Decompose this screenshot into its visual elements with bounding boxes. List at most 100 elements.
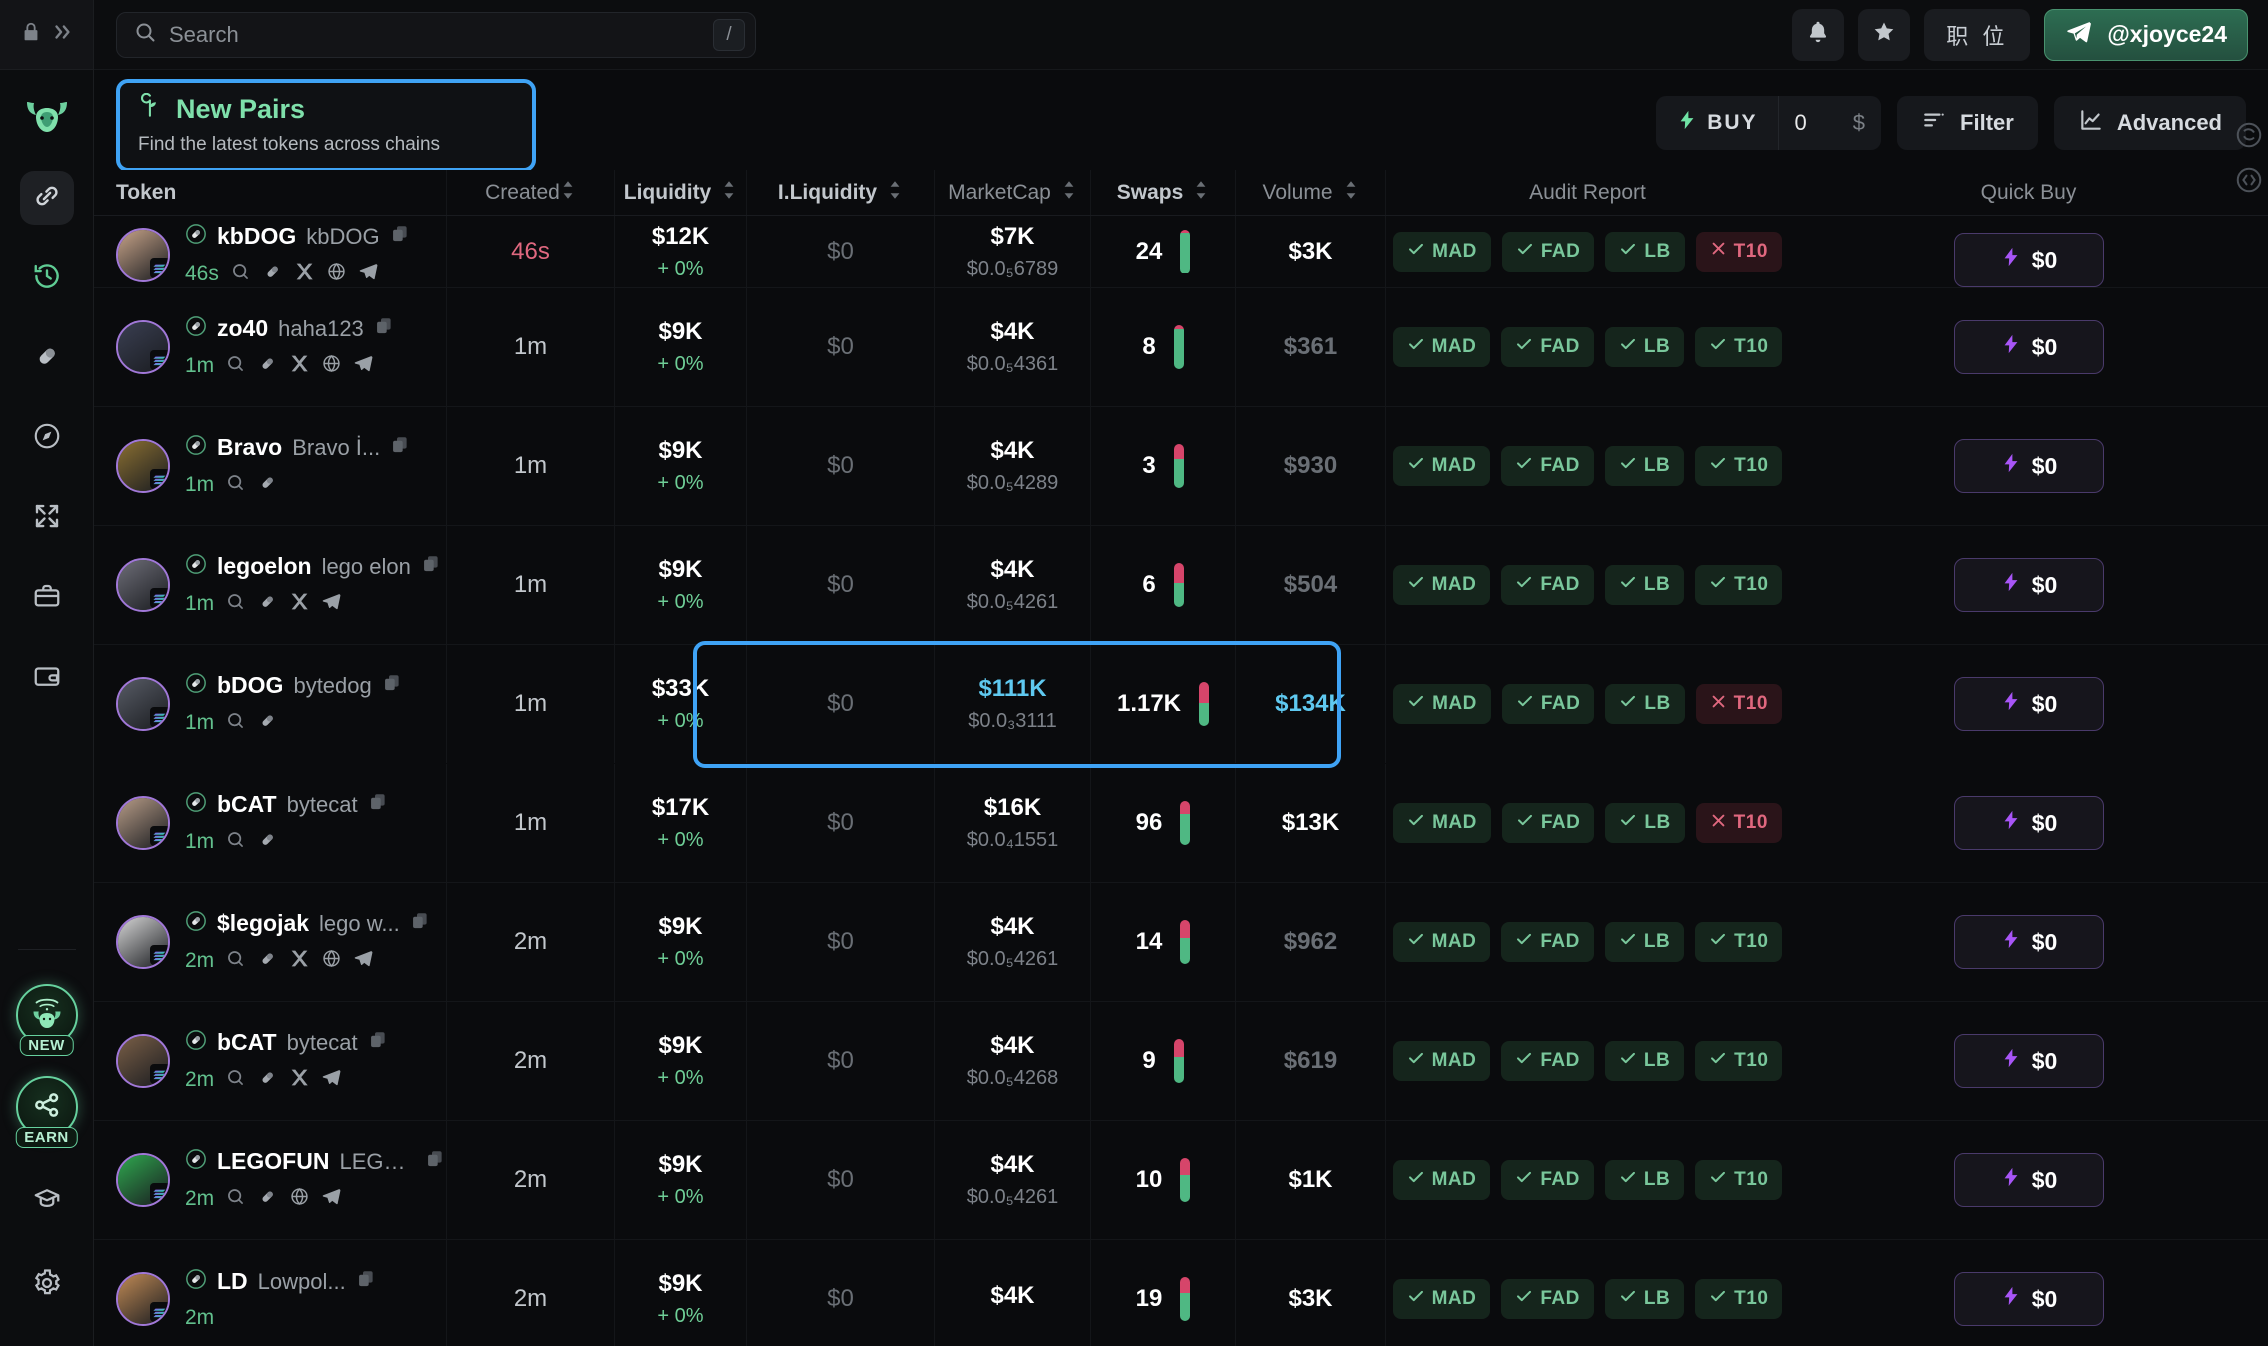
sidebar-item-chain[interactable] [19, 171, 74, 225]
page-title-highlight[interactable]: New Pairs Find the latest tokens across … [116, 78, 536, 172]
search-icon[interactable] [225, 591, 246, 617]
sort-icon[interactable] [1061, 179, 1077, 207]
sidebar-item-new[interactable]: NEW [15, 984, 78, 1056]
telegram-icon[interactable] [321, 1186, 342, 1212]
search-icon[interactable] [225, 1067, 246, 1093]
sort-icon[interactable] [1343, 179, 1359, 207]
audit-badge-lb[interactable]: LB [1604, 1041, 1685, 1081]
pill-icon[interactable] [257, 1067, 278, 1093]
quick-buy-button[interactable]: $0 [1953, 1153, 2104, 1207]
sort-icon[interactable] [1193, 179, 1209, 207]
copy-icon[interactable] [368, 792, 389, 818]
sidebar-item-history[interactable] [20, 251, 74, 305]
search-icon[interactable] [225, 948, 246, 974]
favorites-button[interactable] [1858, 8, 1911, 61]
refresh-circle-icon[interactable] [2234, 120, 2264, 155]
audit-badge-fad[interactable]: FAD [1501, 1160, 1594, 1200]
telegram-icon[interactable] [353, 948, 374, 974]
search-icon[interactable] [230, 261, 251, 287]
audit-badge-lb[interactable]: LB [1605, 231, 1685, 272]
table-row[interactable]: LD Lowpol... 2m 2m $9K + 0% $0 $4K [94, 1240, 2268, 1346]
telegram-icon[interactable] [353, 353, 374, 379]
audit-badge-mad[interactable]: MAD [1393, 803, 1491, 843]
search-icon[interactable] [225, 829, 246, 855]
token-cell[interactable]: Bravo Bravo İ... 1m [94, 434, 446, 498]
token-cell[interactable]: bCAT bytecat 1m [94, 791, 446, 855]
audit-badge-t10[interactable]: T10 [1695, 684, 1782, 724]
audit-badge-mad[interactable]: MAD [1393, 684, 1491, 724]
token-cell[interactable]: $legojak lego w... 2m [94, 910, 446, 974]
pill-icon[interactable] [262, 261, 283, 287]
globe-icon[interactable] [326, 261, 347, 287]
copy-icon[interactable] [356, 1269, 377, 1295]
quick-buy-button[interactable]: $0 [1953, 677, 2104, 731]
quick-buy-button[interactable]: $0 [1953, 320, 2104, 374]
sidebar-item-settings[interactable] [20, 1258, 74, 1312]
position-button[interactable]: 职 位 [1924, 8, 2031, 61]
table-row[interactable]: Bravo Bravo İ... 1m 1m $9K + 0% $0 $4K $… [94, 407, 2268, 526]
sort-icon[interactable] [560, 179, 576, 207]
table-row[interactable]: $legojak lego w... 2m 2m $9K + 0% $0 $4K… [94, 883, 2268, 1002]
audit-badge-t10[interactable]: T10 [1695, 327, 1783, 367]
search-input[interactable]: Search / [116, 11, 756, 58]
table-row[interactable]: bCAT bytecat 2m 2m $9K + 0% $0 $4K $0.0₅… [94, 1002, 2268, 1121]
audit-badge-lb[interactable]: LB [1605, 684, 1685, 724]
telegram-icon[interactable] [321, 1067, 342, 1093]
copy-icon[interactable] [410, 911, 431, 937]
search-icon[interactable] [225, 1186, 246, 1212]
copy-icon[interactable] [390, 224, 411, 250]
audit-badge-lb[interactable]: LB [1604, 922, 1685, 962]
audit-badge-fad[interactable]: FAD [1501, 565, 1594, 605]
x-icon[interactable] [294, 261, 315, 287]
telegram-icon[interactable] [321, 591, 342, 617]
audit-badge-mad[interactable]: MAD [1392, 1279, 1491, 1319]
token-cell[interactable]: LEGOFUN LEGO P... 2m [94, 1148, 446, 1212]
pill-icon[interactable] [257, 829, 278, 855]
pill-icon[interactable] [257, 353, 278, 379]
audit-badge-t10[interactable]: T10 [1695, 922, 1783, 962]
audit-badge-lb[interactable]: LB [1604, 327, 1685, 367]
audit-badge-t10[interactable]: T10 [1695, 1041, 1783, 1081]
pill-icon[interactable] [257, 591, 278, 617]
audit-badge-mad[interactable]: MAD [1393, 231, 1491, 272]
globe-icon[interactable] [321, 948, 342, 974]
copy-icon[interactable] [425, 1149, 446, 1175]
table-row[interactable]: LEGOFUN LEGO P... 2m 2m $9K + 0% $0 $4K … [94, 1121, 2268, 1240]
copy-icon[interactable] [421, 554, 442, 580]
pill-icon[interactable] [257, 710, 278, 736]
sidebar-item-earn[interactable]: EARN [15, 1076, 78, 1148]
advanced-button[interactable]: Advanced [2053, 96, 2246, 150]
account-button[interactable]: @xjoyce24 [2044, 8, 2248, 61]
audit-badge-mad[interactable]: MAD [1392, 446, 1491, 486]
sort-icon[interactable] [887, 179, 903, 207]
buy-button[interactable]: BUY [1656, 96, 1777, 150]
copy-icon[interactable] [374, 316, 395, 342]
audit-badge-mad[interactable]: MAD [1392, 1160, 1491, 1200]
sidebar-item-wallet[interactable] [20, 651, 74, 705]
audit-badge-t10[interactable]: T10 [1695, 803, 1782, 843]
column-header-token[interactable]: Token [116, 180, 177, 204]
quick-buy-button[interactable]: $0 [1953, 1034, 2104, 1088]
audit-badge-lb[interactable]: LB [1604, 446, 1685, 486]
x-icon[interactable] [289, 353, 310, 379]
pill-icon[interactable] [257, 1186, 278, 1212]
token-cell[interactable]: kbDOG kbDOG 46s [94, 223, 446, 287]
audit-badge-fad[interactable]: FAD [1501, 327, 1594, 367]
globe-icon[interactable] [321, 353, 342, 379]
token-table-body[interactable]: kbDOG kbDOG 46s 46s $12K + 0% $0 $7K $0.… [94, 216, 2268, 1346]
token-cell[interactable]: bDOG bytedog 1m [94, 672, 446, 736]
sidebar-item-swap[interactable] [20, 491, 74, 545]
sort-icon[interactable] [721, 179, 737, 207]
audit-badge-t10[interactable]: T10 [1695, 231, 1782, 272]
token-cell[interactable]: legoelon lego elon 1m [94, 553, 446, 617]
column-header-marketcap[interactable]: MarketCap [948, 180, 1051, 204]
sidebar-item-discover[interactable] [20, 411, 74, 465]
audit-badge-mad[interactable]: MAD [1392, 565, 1491, 605]
search-icon[interactable] [225, 472, 246, 498]
audit-badge-t10[interactable]: T10 [1695, 1279, 1783, 1319]
column-header-iliquidity[interactable]: I.Liquidity [777, 180, 878, 204]
audit-badge-t10[interactable]: T10 [1695, 1160, 1783, 1200]
quick-buy-button[interactable]: $0 [1953, 796, 2104, 850]
quick-buy-button[interactable]: $0 [1953, 1272, 2104, 1326]
audit-badge-t10[interactable]: T10 [1695, 565, 1783, 605]
